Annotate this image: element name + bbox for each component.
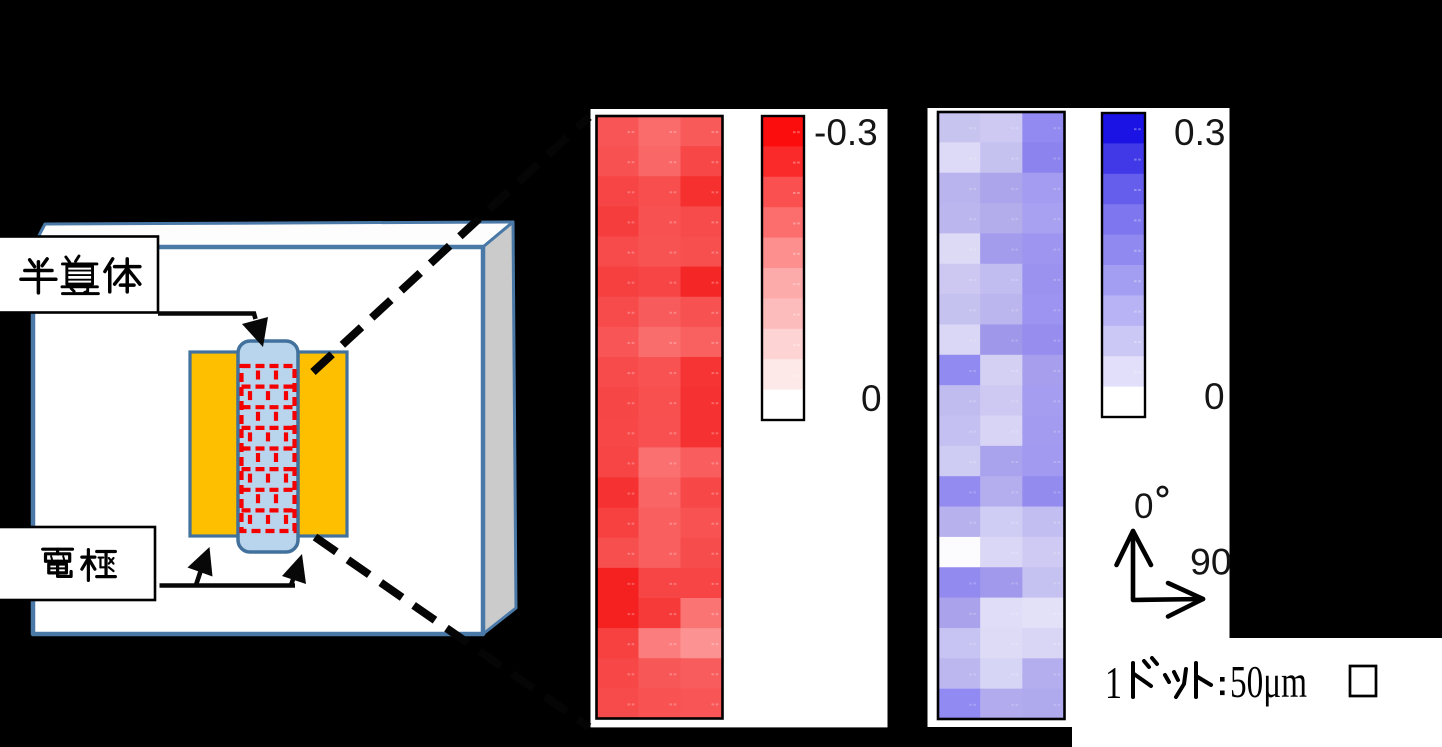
svg-text:0: 0 [1134,487,1153,526]
svg-text:1: 1 [1105,657,1122,708]
svg-text:0: 0 [861,378,882,419]
svg-text:-0.3: -0.3 [814,112,878,153]
svg-text:0: 0 [1204,376,1225,417]
svg-text:90: 90 [1190,541,1232,583]
svg-text:50μm: 50μm [1230,657,1307,707]
svg-text:0.3: 0.3 [1174,112,1225,153]
